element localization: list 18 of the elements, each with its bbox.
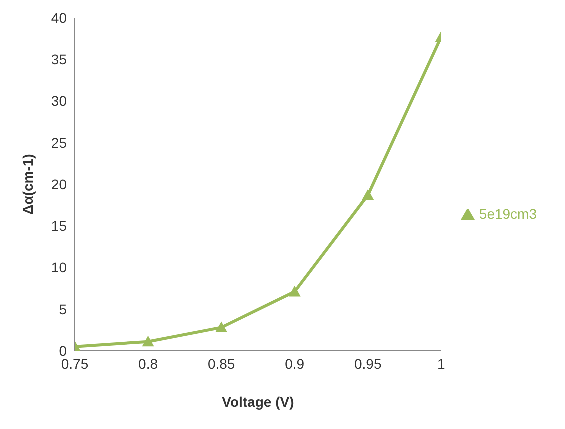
y-tick-label: 35 [51, 52, 68, 68]
y-tick-label: 10 [51, 260, 68, 276]
x-tick-label: 1 [438, 356, 446, 372]
y-tick-label: 30 [51, 93, 68, 110]
y-tick-label: 15 [51, 218, 68, 234]
y-tick-label: 20 [51, 176, 68, 192]
x-tick-label: 0.9 [285, 356, 305, 372]
x-tick-label: 0.95 [354, 356, 382, 372]
y-tick-label: 25 [51, 134, 68, 151]
y-tick-label: 40 [51, 10, 68, 26]
point [216, 322, 228, 332]
y-tick-label: 5 [59, 301, 68, 318]
x-tick-label: 0.8 [138, 356, 158, 372]
x-axis-title: Voltage (V) [222, 394, 294, 410]
point [288, 286, 301, 297]
x-tick-label: 0.85 [208, 356, 236, 372]
legend-label: 5e19cm3 [479, 206, 537, 222]
y-axis-title: Δα(cm-1) [20, 154, 36, 215]
